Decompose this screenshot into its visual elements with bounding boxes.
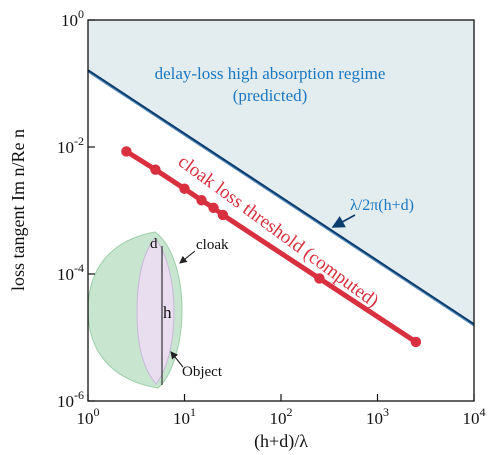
object-label: Object [182, 364, 223, 380]
d-label: d [150, 236, 158, 252]
y-axis-label: loss tangent Im n/Re n [8, 129, 28, 291]
x-tick-label: 102 [270, 405, 293, 428]
threshold-point [150, 164, 161, 175]
y-tick-label: 10-6 [57, 388, 84, 411]
threshold-point [410, 336, 422, 348]
lambda-line-highlight [87, 71, 475, 327]
lambda-line-label: λ/2π(h+d) [350, 197, 414, 214]
threshold-point [217, 209, 229, 221]
object-shape [136, 237, 175, 385]
h-label: h [163, 303, 172, 322]
lambda-line-arrow [331, 214, 356, 228]
y-tick-label: 100 [61, 7, 84, 30]
threshold-point [314, 273, 325, 284]
high-absorption-region [88, 20, 474, 325]
x-tick-label: 100 [77, 405, 100, 428]
x-tick-label: 101 [173, 405, 196, 428]
object-pointer [170, 351, 184, 368]
y-tick-label: 10-4 [57, 261, 84, 284]
x-tick-label: 103 [366, 405, 389, 428]
cloak-pointer [179, 250, 196, 264]
region-label-line2: (predicted) [233, 86, 308, 105]
x-tick-label: 104 [463, 405, 486, 428]
lambda-line [87, 69, 475, 326]
threshold-point [179, 183, 190, 194]
cloak-inset: d h cloak Object [87, 231, 229, 389]
threshold-point [196, 195, 207, 206]
cloak-label: cloak [196, 237, 229, 253]
x-axis-label: (h+d)/λ [254, 431, 308, 452]
region-label-line1: delay-loss high absorption regime [155, 64, 386, 83]
threshold-point [208, 202, 219, 214]
y-tick-label: 10-2 [57, 134, 84, 157]
threshold-line [123, 148, 419, 345]
threshold-point [121, 146, 132, 157]
